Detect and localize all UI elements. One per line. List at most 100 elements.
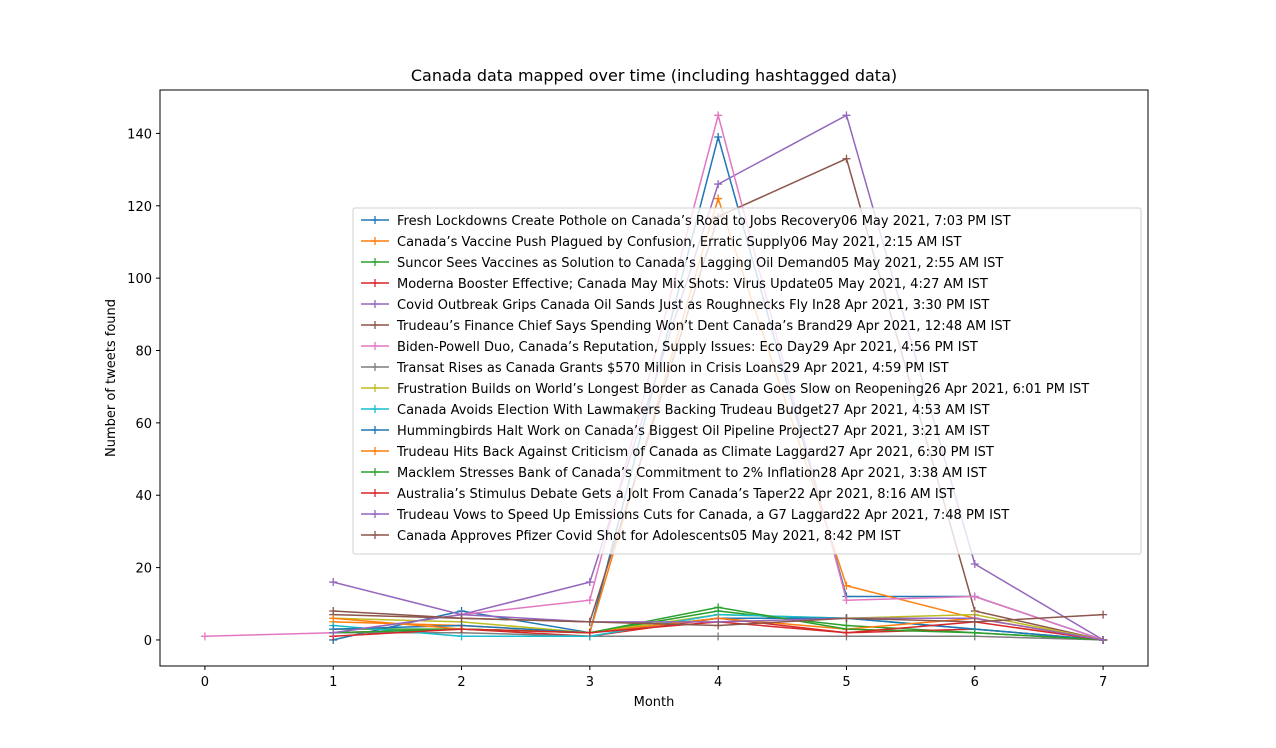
data-point-marker: [842, 111, 851, 120]
legend-label: Canada Avoids Election With Lawmakers Ba…: [397, 403, 990, 418]
data-point-marker: [714, 180, 723, 189]
data-point-marker: [970, 559, 979, 568]
data-point-marker: [842, 614, 851, 623]
legend-label: Trudeau’s Finance Chief Says Spending Wo…: [396, 319, 1011, 334]
data-point-marker: [714, 621, 723, 630]
data-point-marker: [1099, 635, 1108, 644]
legend-marker: [371, 489, 379, 497]
legend-marker: [371, 363, 379, 371]
y-tick-label: 20: [135, 562, 152, 577]
data-point-marker: [842, 581, 851, 590]
legend-marker: [371, 321, 379, 329]
legend-entry: Trudeau Vows to Speed Up Emissions Cuts …: [361, 508, 1009, 523]
data-point-marker: [970, 617, 979, 626]
data-point-marker: [970, 628, 979, 637]
legend-marker: [371, 279, 379, 287]
data-point-marker: [329, 578, 338, 587]
y-tick-label: 100: [127, 272, 152, 287]
legend-entry: Transat Rises as Canada Grants $570 Mill…: [361, 361, 949, 376]
data-point-marker: [457, 625, 466, 634]
legend-label: Australia’s Stimulus Debate Gets a Jolt …: [397, 487, 955, 502]
legend-marker: [371, 447, 379, 455]
legend-label: Canada Approves Pfizer Covid Shot for Ad…: [397, 529, 900, 544]
legend-label: Transat Rises as Canada Grants $570 Mill…: [396, 361, 949, 376]
data-point-marker: [842, 628, 851, 637]
y-tick-label: 80: [135, 345, 152, 360]
data-point-marker: [714, 133, 723, 142]
y-tick-label: 140: [127, 127, 152, 142]
legend-entry: Covid Outbreak Grips Canada Oil Sands Ju…: [361, 298, 989, 313]
legend-label: Suncor Sees Vaccines as Solution to Cana…: [397, 256, 1003, 271]
legend-marker: [371, 510, 379, 518]
chart-title: Canada data mapped over time (including …: [411, 66, 897, 85]
data-point-marker: [585, 617, 594, 626]
data-point-marker: [585, 578, 594, 587]
data-point-marker: [329, 614, 338, 623]
legend-entry: Moderna Booster Effective; Canada May Mi…: [361, 277, 988, 292]
legend-label: Macklem Stresses Bank of Canada’s Commit…: [397, 466, 987, 481]
data-point-marker: [585, 596, 594, 605]
data-point-marker: [585, 628, 594, 637]
legend-label: Biden-Powell Duo, Canada’s Reputation, S…: [397, 340, 978, 355]
legend-marker: [371, 426, 379, 434]
legend-entry: Biden-Powell Duo, Canada’s Reputation, S…: [361, 340, 978, 355]
plot-area: [200, 111, 1108, 644]
legend-label: Hummingbirds Halt Work on Canada’s Bigge…: [397, 424, 989, 439]
legend-label: Fresh Lockdowns Create Pothole on Canada…: [397, 214, 1011, 229]
axes: 0 1 2 3 4 5 6 7 0 20 40 60 80 100 120 140: [127, 89, 1149, 690]
legend-entry: Trudeau Hits Back Against Criticism of C…: [361, 445, 994, 460]
y-tick-label: 120: [127, 200, 152, 215]
legend-label: Trudeau Vows to Speed Up Emissions Cuts …: [396, 508, 1009, 523]
data-point-marker: [200, 632, 209, 641]
y-tick-label: 0: [144, 634, 152, 649]
legend-marker: [371, 405, 379, 413]
data-point-marker: [970, 592, 979, 601]
legend-marker: [371, 342, 379, 350]
legend-box: [352, 207, 1142, 555]
data-point-marker: [457, 632, 466, 641]
data-point-marker: [714, 194, 723, 203]
legend-entry: Canada Avoids Election With Lawmakers Ba…: [361, 403, 990, 418]
x-tick-label: 7: [1099, 675, 1107, 690]
legend: Fresh Lockdowns Create Pothole on Canada…: [352, 207, 1142, 555]
legend-marker: [371, 300, 379, 308]
legend-label: Covid Outbreak Grips Canada Oil Sands Ju…: [397, 298, 989, 313]
legend-label: Moderna Booster Effective; Canada May Mi…: [397, 277, 988, 292]
legend-marker: [371, 531, 379, 539]
data-point-marker: [714, 603, 723, 612]
data-point-marker: [714, 111, 723, 120]
data-point-marker: [714, 632, 723, 641]
data-point-marker: [329, 607, 338, 616]
legend-entry: Canada’s Vaccine Push Plagued by Confusi…: [361, 235, 962, 250]
data-point-marker: [842, 154, 851, 163]
legend-marker: [371, 384, 379, 392]
x-tick-label: 0: [201, 675, 209, 690]
x-tick-label: 2: [457, 675, 465, 690]
legend-entry: Trudeau’s Finance Chief Says Spending Wo…: [361, 319, 1011, 334]
legend-label: Canada’s Vaccine Push Plagued by Confusi…: [397, 235, 962, 250]
legend-entry: Canada Approves Pfizer Covid Shot for Ad…: [361, 529, 900, 544]
data-point-marker: [457, 614, 466, 623]
series-16: [329, 607, 1108, 630]
legend-entry: Fresh Lockdowns Create Pothole on Canada…: [361, 214, 1011, 229]
legend-entry: Frustration Builds on World’s Longest Bo…: [361, 382, 1089, 397]
y-tick-label: 60: [135, 417, 152, 432]
plot-frame: [159, 89, 1149, 667]
legend-marker: [371, 468, 379, 476]
data-point-marker: [329, 628, 338, 637]
legend-marker: [371, 216, 379, 224]
data-point-marker: [1099, 610, 1108, 619]
x-tick-label: 5: [842, 675, 850, 690]
x-axis-label: Month: [634, 695, 675, 710]
y-axis-label: Number of tweets found: [104, 299, 119, 457]
legend-entry: Macklem Stresses Bank of Canada’s Commit…: [361, 466, 987, 481]
legend-entry: Hummingbirds Halt Work on Canada’s Bigge…: [361, 424, 989, 439]
legend-marker: [371, 258, 379, 266]
data-point-marker: [842, 596, 851, 605]
legend-label: Trudeau Hits Back Against Criticism of C…: [396, 445, 994, 460]
x-tick-label: 4: [714, 675, 722, 690]
x-tick-label: 3: [586, 675, 594, 690]
x-tick-label: 1: [329, 675, 337, 690]
